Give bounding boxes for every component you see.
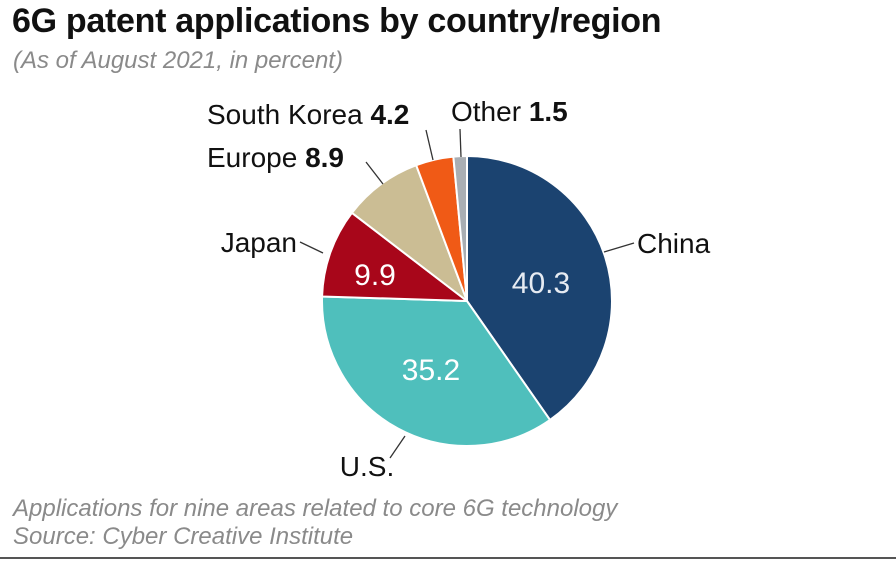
pie-slice-europe bbox=[350, 164, 468, 302]
footnote-source: Source: Cyber Creative Institute bbox=[13, 523, 354, 550]
slice-name-label-japan: Japan bbox=[221, 227, 297, 258]
slice-labels: China 40.3 U.S. 35.2 Japan 9.9 Europe 8.9 South… bbox=[207, 96, 711, 482]
slice-value-label-china: 40.3 bbox=[512, 267, 570, 300]
bottom-divider bbox=[0, 557, 896, 559]
slice-value-label-japan: 9.9 bbox=[354, 259, 396, 292]
slice-value-label-europe: 8.9 bbox=[305, 142, 344, 173]
leader-lines bbox=[299, 128, 635, 459]
chart-footnote: Applications for nine areas related to c… bbox=[13, 495, 617, 551]
leader-line-china bbox=[603, 242, 635, 253]
leader-line-europe bbox=[365, 161, 384, 185]
chart-title: 6G patent applications by country/region bbox=[12, 2, 662, 40]
chart-subtitle: (As of August 2021, in percent) bbox=[13, 47, 343, 74]
pie-slice-other bbox=[452, 154, 468, 302]
slice-name-label-u-s: U.S. bbox=[340, 451, 394, 482]
pie-slice-u-s bbox=[321, 295, 551, 447]
slice-value-label-u-s: 35.2 bbox=[402, 354, 460, 387]
slice-name-label-other: Other 1.5 bbox=[451, 96, 568, 127]
slice-name-label-europe: Europe 8.9 bbox=[207, 142, 344, 173]
leader-line-south-korea bbox=[425, 129, 434, 161]
footnote-description: Applications for nine areas related to c… bbox=[13, 495, 618, 522]
leader-line-u-s bbox=[389, 435, 406, 459]
slice-value-label-south-korea: 4.2 bbox=[370, 99, 409, 130]
slice-name-label-china: China bbox=[637, 228, 711, 259]
leader-line-other bbox=[459, 128, 462, 158]
leader-line-japan bbox=[299, 241, 324, 254]
slice-name-label-south-korea: South Korea 4.2 bbox=[207, 99, 409, 130]
pie-slice-japan bbox=[321, 211, 468, 302]
pie-slice-china bbox=[466, 155, 613, 421]
slice-value-label-other: 1.5 bbox=[529, 96, 568, 127]
pie-slices bbox=[321, 154, 613, 447]
